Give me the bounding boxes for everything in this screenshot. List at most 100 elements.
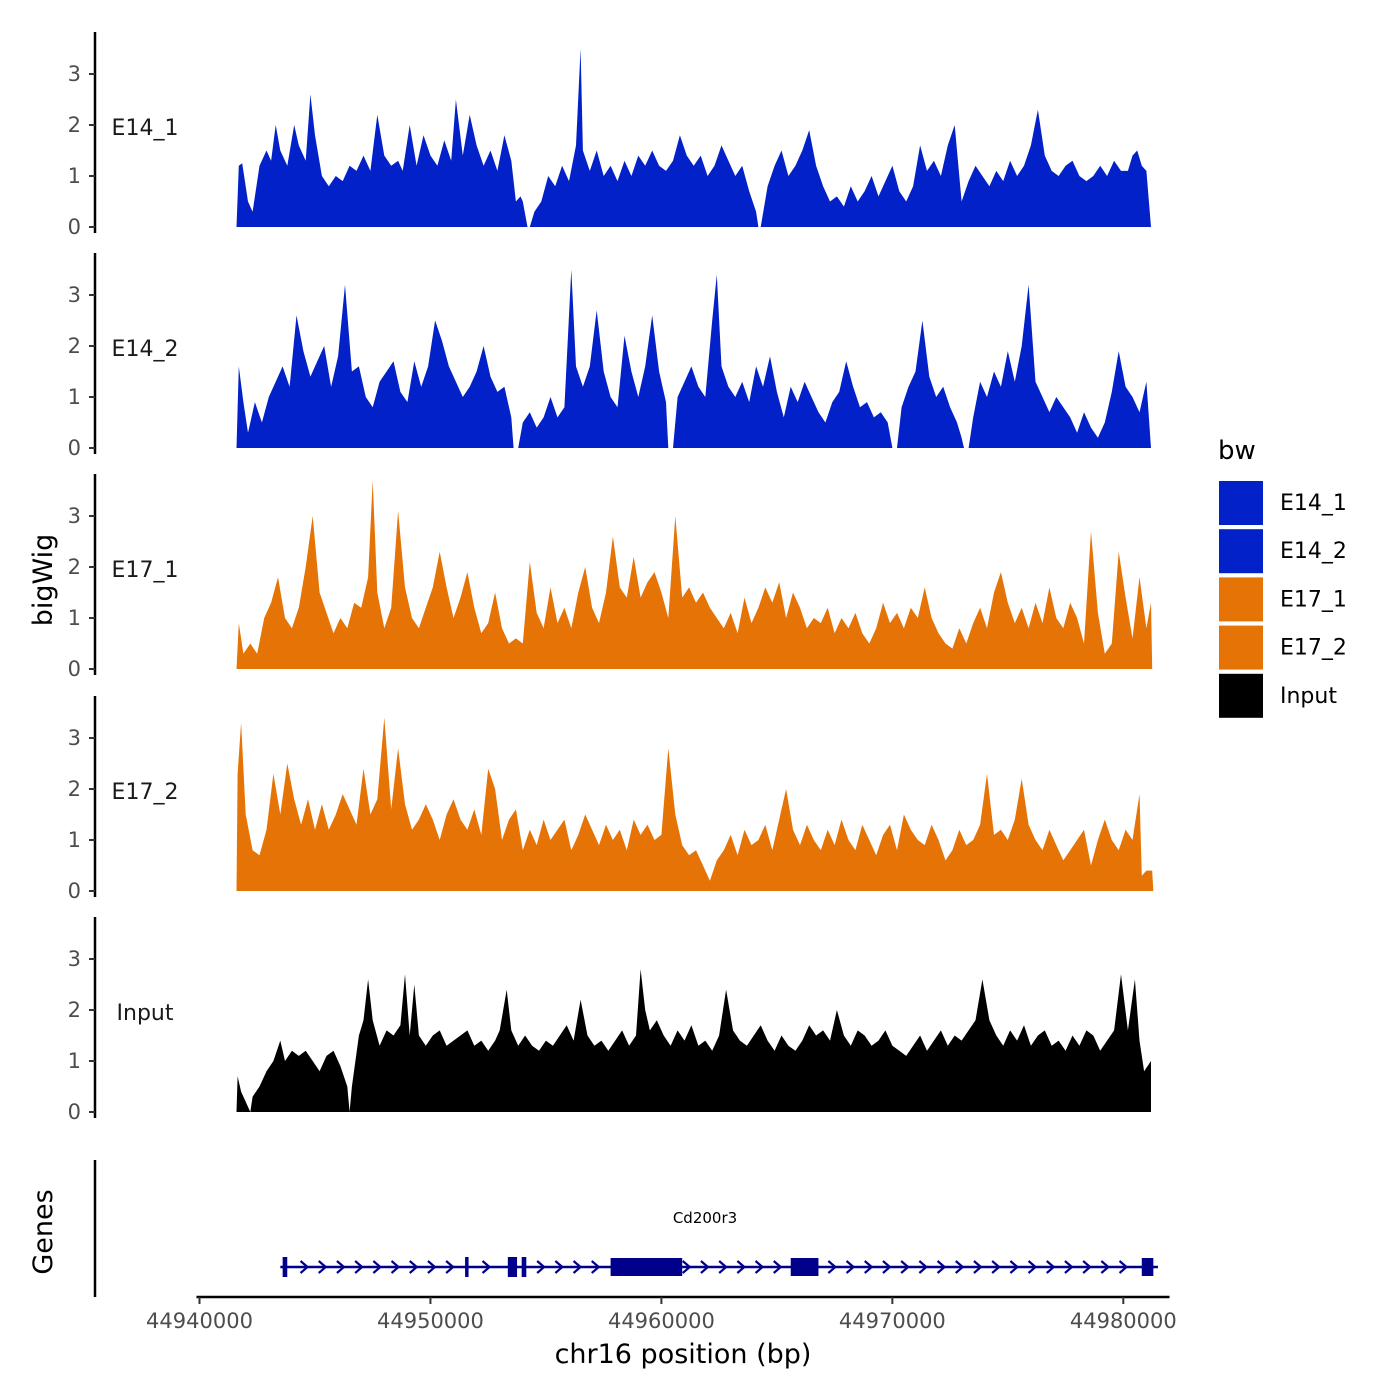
legend-title: bw: [1218, 436, 1256, 466]
strand-arrow: [336, 1260, 346, 1274]
y-tick-label: 3: [68, 62, 81, 86]
track-e14-1: 0 1 2 3 E14_1: [68, 32, 1151, 239]
track-e17-2: 0 1 2 3 E17_2: [68, 696, 1154, 903]
y-tick-label: 0: [68, 215, 81, 239]
legend-item-e14-2: E14_2: [1219, 529, 1347, 574]
strand-arrow: [827, 1260, 838, 1274]
legend-label: E17_1: [1280, 587, 1347, 612]
legend-swatch: [1219, 481, 1263, 525]
y-tick-label: 1: [68, 828, 81, 852]
tracks-layer: 0 1 2 3 E14_1 0 1 2 3 E14_2 0 1 2 3 E17_1 0 1 2 3 E17_2 0 1 2 3…: [68, 32, 1154, 1124]
y-tick-label: 0: [68, 879, 81, 903]
legend-item-e17-1: E17_1: [1219, 577, 1347, 622]
strand-arrow: [1027, 1260, 1038, 1274]
gene-exon: [610, 1258, 683, 1276]
track-label: E17_2: [112, 780, 179, 805]
y-tick-label: 3: [68, 504, 81, 528]
strand-arrow: [718, 1260, 728, 1274]
strand-arrow: [700, 1260, 710, 1274]
x-tick-label: 44980000: [1070, 1309, 1177, 1333]
y-tick-label: 2: [68, 555, 81, 579]
legend-label: Input: [1280, 684, 1337, 709]
strand-arrow: [754, 1260, 765, 1274]
strand-arrow: [682, 1260, 692, 1274]
strand-arrow: [973, 1260, 983, 1274]
strand-arrow: [900, 1260, 910, 1274]
x-tick-label: 44970000: [839, 1309, 946, 1333]
gene-exon: [1141, 1258, 1154, 1276]
strand-arrow: [864, 1260, 874, 1274]
strand-arrow: [1118, 1260, 1129, 1274]
strand-arrow: [299, 1260, 310, 1274]
gene-exon: [507, 1257, 518, 1277]
area-series-e17-2: [236, 717, 1154, 891]
track-e14-2: 0 1 2 3 E14_2: [68, 253, 1151, 460]
track-label: E17_1: [112, 558, 179, 583]
strand-arrow: [318, 1260, 328, 1274]
strand-arrow: [955, 1260, 965, 1274]
y-axis-title: bigWig: [28, 534, 59, 627]
area-series-e14-1: [236, 48, 1151, 227]
track-e17-1: 0 1 2 3 E17_1: [68, 474, 1153, 681]
track-label: Input: [117, 1001, 174, 1026]
gene-exon: [790, 1258, 819, 1276]
area-series-e14-2: [236, 269, 1151, 448]
legend-swatch: [1219, 625, 1263, 670]
y-tick-label: 1: [68, 385, 81, 409]
legend-label: E14_2: [1280, 539, 1347, 564]
legend-item-input: Input: [1219, 673, 1337, 718]
strand-arrow: [845, 1260, 856, 1274]
strand-arrow: [1009, 1260, 1020, 1274]
x-tick-label: 44940000: [146, 1309, 253, 1333]
legend-swatch: [1219, 529, 1263, 574]
area-series-input: [236, 969, 1151, 1112]
legend-label: E17_2: [1280, 636, 1347, 661]
x-tick-label: 44950000: [377, 1309, 484, 1333]
genes-axis-title: Genes: [28, 1189, 59, 1274]
y-tick-label: 2: [68, 777, 81, 801]
strand-arrow: [1064, 1260, 1074, 1274]
gene-exon: [282, 1257, 288, 1277]
strand-arrow: [409, 1260, 419, 1274]
y-tick-label: 3: [68, 283, 81, 307]
strand-arrow: [991, 1260, 1001, 1274]
gene-exon: [521, 1257, 527, 1277]
y-tick-label: 0: [68, 436, 81, 460]
strand-arrow: [1046, 1260, 1056, 1274]
y-tick-label: 0: [68, 1100, 81, 1124]
x-tick-label: 44960000: [608, 1309, 715, 1333]
y-tick-label: 2: [68, 334, 81, 358]
track-input: 0 1 2 3 Input: [68, 917, 1151, 1124]
x-axis-title: chr16 position (bp): [555, 1339, 812, 1370]
y-tick-label: 0: [68, 657, 81, 681]
gene-panel: Cd200r3: [93, 1160, 1158, 1297]
legend-items: E14_1 E14_2 E17_1 E17_2 Input: [1219, 481, 1347, 718]
y-tick-label: 3: [68, 947, 81, 971]
y-tick-label: 1: [68, 606, 81, 630]
track-label: E14_2: [112, 337, 179, 362]
y-tick-label: 3: [68, 726, 81, 750]
strand-arrow: [427, 1260, 437, 1274]
legend-swatch: [1219, 673, 1263, 718]
strand-arrow: [1100, 1260, 1111, 1274]
strand-arrow: [372, 1260, 383, 1274]
legend-swatch: [1219, 577, 1263, 622]
strand-arrow: [736, 1260, 747, 1274]
y-tick-label: 1: [68, 164, 81, 188]
strand-arrow: [390, 1260, 401, 1274]
strand-arrow: [481, 1260, 492, 1274]
legend: bw E14_1 E14_2 E17_1 E17_2 Input: [1218, 436, 1347, 718]
strand-arrow: [445, 1260, 455, 1274]
strand-arrow: [936, 1260, 947, 1274]
x-axis: 44940000 44950000 44960000 44970000 44980000: [146, 1295, 1177, 1333]
y-tick-label: 1: [68, 1049, 81, 1073]
strand-arrow: [354, 1260, 364, 1274]
strand-arrow: [918, 1260, 929, 1274]
strand-arrow: [536, 1260, 546, 1274]
track-label: E14_1: [112, 116, 179, 141]
gene-exon: [465, 1257, 469, 1277]
y-tick-label: 2: [68, 113, 81, 137]
strand-arrow: [1082, 1260, 1092, 1274]
